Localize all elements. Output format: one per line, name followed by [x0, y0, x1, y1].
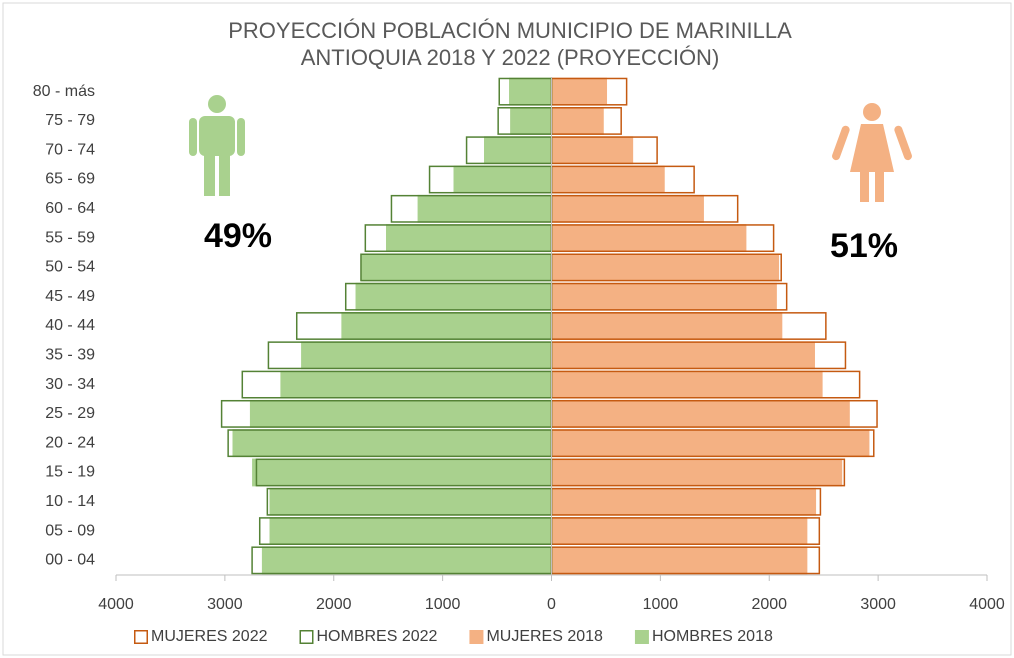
bar — [551, 312, 783, 340]
x-tick-label: 3000 — [207, 596, 243, 613]
chart-title: ANTIOQUIA 2018 Y 2022 (PROYECCIÓN) — [301, 45, 720, 70]
bar — [551, 253, 780, 282]
x-tick-label: 1000 — [643, 596, 679, 613]
y-tick-label: 00 - 04 — [45, 552, 95, 569]
y-tick-label: 25 - 29 — [45, 405, 95, 422]
bar — [355, 282, 552, 311]
bar — [551, 282, 777, 311]
x-tick-label: 1000 — [425, 596, 461, 613]
y-tick-label: 75 - 79 — [45, 112, 95, 129]
y-tick-label: 65 - 69 — [45, 171, 95, 188]
y-tick-label: 40 - 44 — [45, 317, 95, 334]
y-tick-label: 80 - más — [33, 83, 95, 100]
x-tick-label: 3000 — [860, 596, 896, 613]
legend-swatch — [634, 630, 649, 644]
bar — [551, 370, 823, 399]
bar — [232, 429, 552, 458]
bar — [417, 194, 552, 223]
legend-label: MUJERES 2022 — [151, 628, 268, 645]
x-tick-label: 2000 — [316, 596, 352, 613]
legend-label: MUJERES 2018 — [486, 628, 603, 645]
bar — [360, 253, 552, 282]
bar — [453, 165, 552, 194]
bar — [551, 458, 843, 487]
annotation: 49% — [204, 217, 272, 255]
bar — [551, 77, 608, 106]
bar — [386, 224, 552, 253]
bar — [249, 399, 552, 428]
bar — [509, 77, 552, 106]
legend-label: HOMBRES 2022 — [317, 628, 438, 645]
y-tick-label: 50 - 54 — [45, 259, 95, 276]
bar — [551, 546, 808, 575]
bar — [551, 429, 870, 458]
bar — [551, 107, 604, 135]
y-tick-label: 35 - 39 — [45, 347, 95, 364]
bar — [269, 487, 552, 516]
bar — [280, 370, 552, 399]
bar — [551, 399, 850, 428]
bar — [551, 517, 808, 545]
x-tick-label: 0 — [547, 596, 556, 613]
bar — [551, 165, 665, 194]
bar — [510, 107, 552, 135]
y-tick-label: 15 - 19 — [45, 464, 95, 481]
legend-swatch — [469, 630, 484, 644]
y-tick-label: 60 - 64 — [45, 200, 95, 217]
y-tick-label: 10 - 14 — [45, 493, 95, 510]
y-tick-label: 70 - 74 — [45, 141, 95, 158]
bar — [551, 487, 817, 516]
bar — [483, 136, 552, 165]
chart-title: PROYECCIÓN POBLACIÓN MUNICIPIO DE MARINI… — [228, 18, 792, 43]
legend-label: HOMBRES 2018 — [652, 628, 773, 645]
y-tick-label: 55 - 59 — [45, 229, 95, 246]
y-tick-label: 05 - 09 — [45, 522, 95, 539]
y-tick-label: 30 - 34 — [45, 376, 95, 393]
x-tick-label: 4000 — [969, 596, 1005, 613]
female-icon — [832, 103, 912, 202]
bar — [551, 224, 747, 253]
y-tick-label: 45 - 49 — [45, 288, 95, 305]
x-tick-label: 2000 — [751, 596, 787, 613]
bar — [551, 136, 634, 165]
bar — [341, 312, 552, 340]
annotation: 51% — [830, 227, 898, 265]
x-tick-label: 4000 — [98, 596, 134, 613]
bar — [269, 517, 552, 545]
legend-swatch — [299, 630, 314, 644]
y-tick-label: 20 - 24 — [45, 434, 95, 451]
bar — [551, 341, 815, 370]
legend-swatch — [134, 630, 148, 644]
bar — [551, 194, 704, 223]
bar — [261, 546, 552, 575]
bar — [301, 341, 552, 370]
bar — [252, 458, 552, 487]
male-icon — [189, 95, 245, 196]
